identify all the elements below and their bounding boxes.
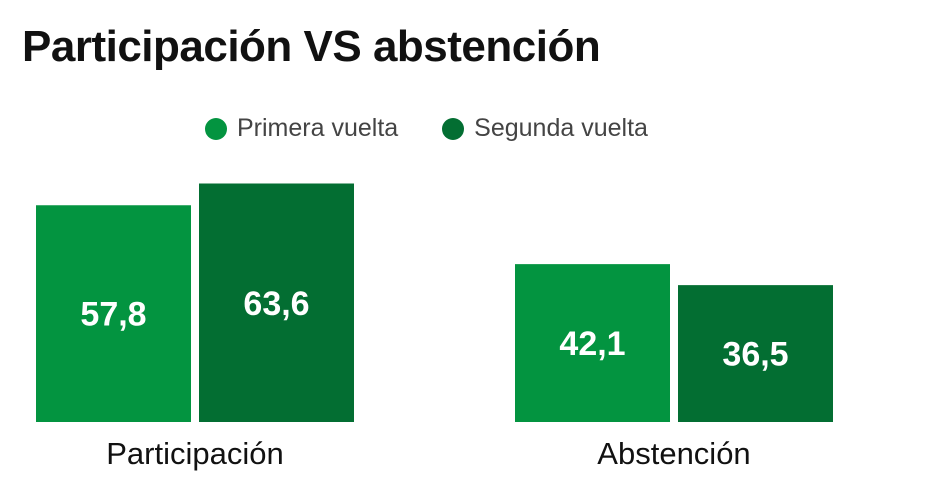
legend: Primera vuelta Segunda vuelta [205,114,648,143]
legend-label-primera: Primera vuelta [237,114,399,142]
data-label-abstencion-segunda: 36,5 [722,336,788,374]
legend-item-primera: Primera vuelta [205,114,398,143]
data-label-abstencion-primera: 42,1 [559,325,625,363]
legend-label-segunda: Segunda vuelta [474,114,648,142]
category-label-participacion: Participación [106,436,283,471]
legend-swatch-segunda [442,117,465,140]
bar-participacion-primera [36,205,191,422]
data-label-participacion-segunda: 63,6 [243,285,309,323]
bar-abstencion-primera [515,264,670,422]
bar-abstencion-segunda [678,285,833,422]
data-label-participacion-primera: 57,8 [80,296,146,334]
chart-title: Participación VS abstención [22,22,601,71]
category-label-abstencion: Abstención [597,436,750,471]
legend-item-segunda: Segunda vuelta [442,114,648,143]
bar-participacion-segunda [199,183,354,422]
legend-swatch-primera [205,117,227,140]
